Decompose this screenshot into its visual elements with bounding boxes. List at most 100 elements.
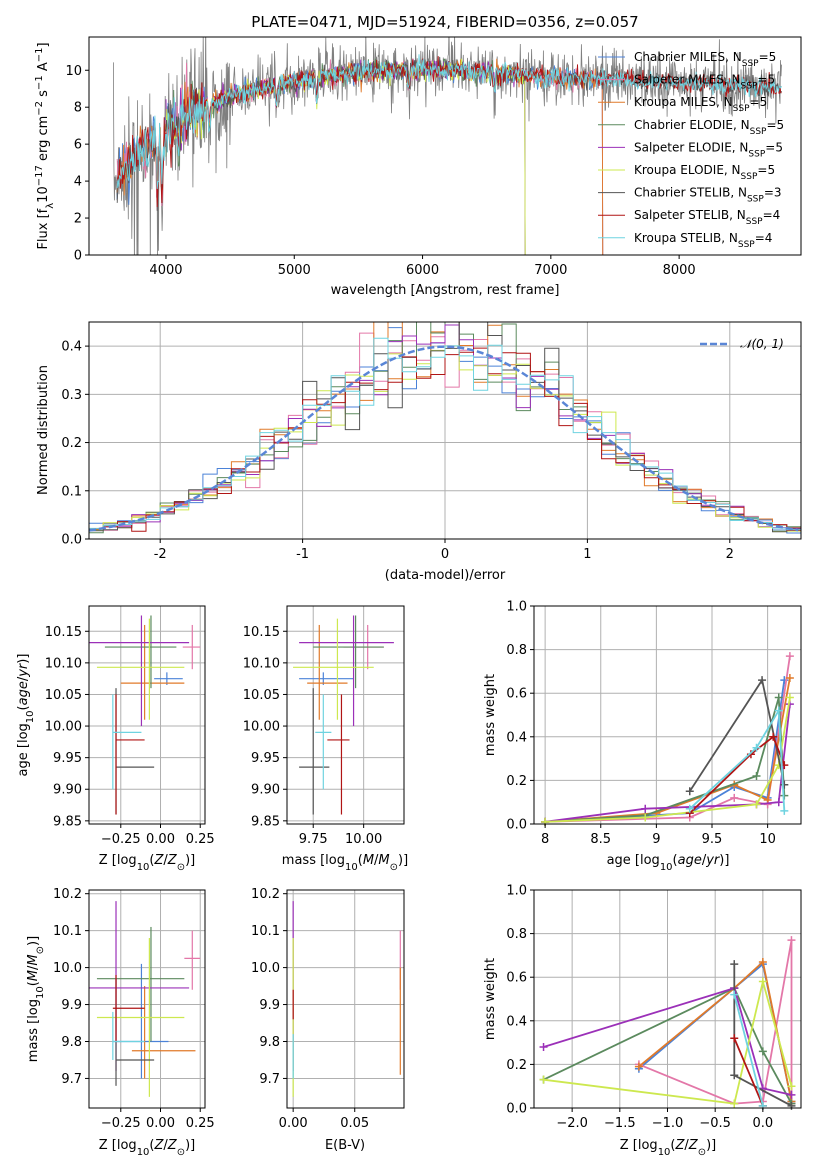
x-tick-label: −1.0 <box>652 1116 684 1131</box>
weight-marker <box>785 652 794 661</box>
x-tick-label: 8000 <box>663 263 696 278</box>
massweight-vs-age-panel: 8 8.5 9 9.5 10 0.0 0.2 0.4 0.6 0.8 1.0 age [log10(… <box>483 600 802 873</box>
y-tick-label: 0.6 <box>506 687 527 702</box>
x-tick-label: 0.25 <box>186 832 215 847</box>
massweight-vs-z-panel: −2.0 −1.5 −1.0 −0.5 0.0 0.0 0.2 0.4 0.6 0.8 1.0 Z … <box>483 884 802 1158</box>
y-tick-label: 0.2 <box>61 436 82 451</box>
y-tick-label: 1.0 <box>506 600 527 615</box>
spectrum-panel: PLATE=0471, MJD=51924, FIBERID=0356, z=0… <box>34 13 802 298</box>
y-tick-label: 10.2 <box>53 887 82 902</box>
y-tick-label: 9.8 <box>61 1035 82 1050</box>
y-tick-label: 0.6 <box>506 971 527 986</box>
y-tick-label: 0.4 <box>61 340 82 355</box>
weight-marker <box>730 1071 739 1080</box>
y-tick-label: 9.7 <box>259 1072 280 1087</box>
mw-age-xlabel: age [log10(age/yr)] <box>607 853 730 873</box>
y-tick-label: 1.0 <box>506 884 527 899</box>
x-tick-label: 2 <box>726 547 734 562</box>
x-tick-label: 7000 <box>534 263 567 278</box>
y-tick-label: 10.15 <box>243 625 280 640</box>
weight-marker <box>641 804 650 813</box>
weight-marker <box>774 693 783 702</box>
spectrum-axes-frame <box>88 36 802 256</box>
weight-marker <box>785 693 794 702</box>
x-tick-label: -2 <box>154 547 167 562</box>
y-tick-label: 0 <box>74 249 82 264</box>
x-tick-label: −0.25 <box>101 1116 141 1131</box>
x-tick-label: 0.05 <box>340 1116 369 1131</box>
y-tick-label: 0.1 <box>61 484 82 499</box>
weight-marker <box>758 1047 767 1056</box>
x-tick-label: 5000 <box>278 263 311 278</box>
weight-marker <box>774 798 783 807</box>
weight-series-line <box>733 994 764 1107</box>
y-tick-label: 10.15 <box>45 625 82 640</box>
y-tick-label: 9.9 <box>259 998 280 1013</box>
y-tick-label: 6 <box>74 138 82 153</box>
weight-marker <box>774 706 783 715</box>
weight-series-line <box>543 986 793 1105</box>
age-vs-z-panel: −0.25 0.00 0.25 9.85 9.90 9.95 10.00 10.05 10.10… <box>16 605 215 873</box>
x-tick-label: 0.0 <box>753 1116 774 1131</box>
mass-ebv-axes-frame <box>286 889 405 1109</box>
y-tick-label: 0.2 <box>506 774 527 789</box>
x-tick-label: 9.75 <box>299 832 328 847</box>
weight-marker <box>641 813 650 822</box>
weight-marker <box>752 800 761 809</box>
mw-z-xlabel: Z [log10(Z/Z⊙)] <box>620 1138 717 1158</box>
mass-ebv-xlabel: E(B-V) <box>325 1138 365 1153</box>
y-tick-label: 10.0 <box>251 961 280 976</box>
residual-histogram <box>89 337 801 531</box>
weight-marker <box>769 732 778 741</box>
weight-marker <box>752 772 761 781</box>
age-mass-xlabel: mass [log10(M/M⊙)] <box>282 853 408 873</box>
mass-vs-ebv-panel: 0.00 0.05 9.7 9.8 9.9 10.0 10.1 10.2 E(B-V) <box>251 887 405 1153</box>
weight-marker <box>539 1075 548 1084</box>
y-tick-label: 0.0 <box>506 818 527 833</box>
weight-marker <box>730 793 739 802</box>
weight-marker <box>758 676 767 685</box>
weight-marker <box>730 1099 739 1108</box>
spectrum-xlabel: wavelength [Angstrom, rest frame] <box>331 283 560 298</box>
x-tick-label: −1.5 <box>604 1116 636 1131</box>
age-vs-mass-panel: 9.75 10.00 9.85 9.90 9.95 10.00 10.05 10.10 10.1… <box>243 605 408 873</box>
y-tick-label: 0.3 <box>61 388 82 403</box>
gauss-curve <box>89 345 799 532</box>
mw-z-ylabel: mass weight <box>483 958 498 1040</box>
y-tick-label: 0.0 <box>506 1102 527 1117</box>
weight-series-line <box>689 735 786 814</box>
weight-marker <box>539 1042 548 1051</box>
spectrum-ylabel: Flux [fλ10−17 erg cm−2 s−1 A−1] <box>34 42 56 249</box>
y-tick-label: 9.90 <box>251 783 280 798</box>
y-tick-label: 9.95 <box>251 751 280 766</box>
x-tick-label: 0.25 <box>186 1116 215 1131</box>
y-tick-label: 0.8 <box>506 643 527 658</box>
weight-marker <box>685 787 694 796</box>
weight-series-line <box>733 1037 764 1107</box>
x-tick-label: 6000 <box>406 263 439 278</box>
y-tick-label: 10.1 <box>251 924 280 939</box>
y-tick-label: 0.8 <box>506 927 527 942</box>
age-z-ylabel: age [log10(age/yr)] <box>16 654 36 777</box>
mass-z-ylabel: mass [log10(M/M⊙)] <box>26 936 46 1062</box>
y-tick-label: 10.0 <box>53 961 82 976</box>
age-z-axes-frame <box>88 605 206 825</box>
y-tick-label: 0.4 <box>506 730 527 745</box>
weight-marker <box>780 780 789 789</box>
age-z-xlabel: Z [log10(Z/Z⊙)] <box>99 853 196 873</box>
y-tick-label: 10.1 <box>53 924 82 939</box>
x-tick-label: 10 <box>759 832 776 847</box>
x-tick-label: 1 <box>583 547 591 562</box>
y-tick-label: 2 <box>74 212 82 227</box>
residual-legend: 𝒩(0, 1) <box>700 337 784 351</box>
x-tick-label: 4000 <box>149 263 182 278</box>
x-tick-label: 9.5 <box>702 832 723 847</box>
y-tick-label: 8 <box>74 101 82 116</box>
y-tick-label: 10.10 <box>45 656 82 671</box>
weight-marker <box>780 806 789 815</box>
x-tick-label: 0.00 <box>146 832 175 847</box>
x-tick-label: -1 <box>296 547 309 562</box>
y-tick-label: 0.2 <box>506 1058 527 1073</box>
y-tick-label: 9.8 <box>259 1035 280 1050</box>
